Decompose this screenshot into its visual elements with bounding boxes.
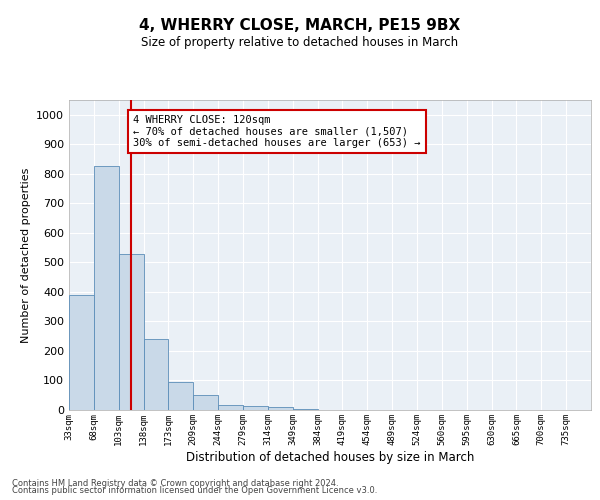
- Bar: [293, 408, 317, 410]
- X-axis label: Distribution of detached houses by size in March: Distribution of detached houses by size …: [186, 450, 474, 464]
- Text: 4 WHERRY CLOSE: 120sqm
← 70% of detached houses are smaller (1,507)
30% of semi-: 4 WHERRY CLOSE: 120sqm ← 70% of detached…: [133, 115, 421, 148]
- Bar: [119, 254, 143, 410]
- Text: Contains HM Land Registry data © Crown copyright and database right 2024.: Contains HM Land Registry data © Crown c…: [12, 478, 338, 488]
- Text: Size of property relative to detached houses in March: Size of property relative to detached ho…: [142, 36, 458, 49]
- Bar: [169, 382, 193, 410]
- Text: 4, WHERRY CLOSE, MARCH, PE15 9BX: 4, WHERRY CLOSE, MARCH, PE15 9BX: [139, 18, 461, 32]
- Bar: [268, 407, 293, 410]
- Bar: [143, 339, 169, 410]
- Text: Contains public sector information licensed under the Open Government Licence v3: Contains public sector information licen…: [12, 486, 377, 495]
- Bar: [94, 166, 119, 410]
- Bar: [218, 404, 243, 410]
- Y-axis label: Number of detached properties: Number of detached properties: [20, 168, 31, 342]
- Bar: [69, 295, 94, 410]
- Bar: [193, 395, 218, 410]
- Bar: [243, 406, 268, 410]
